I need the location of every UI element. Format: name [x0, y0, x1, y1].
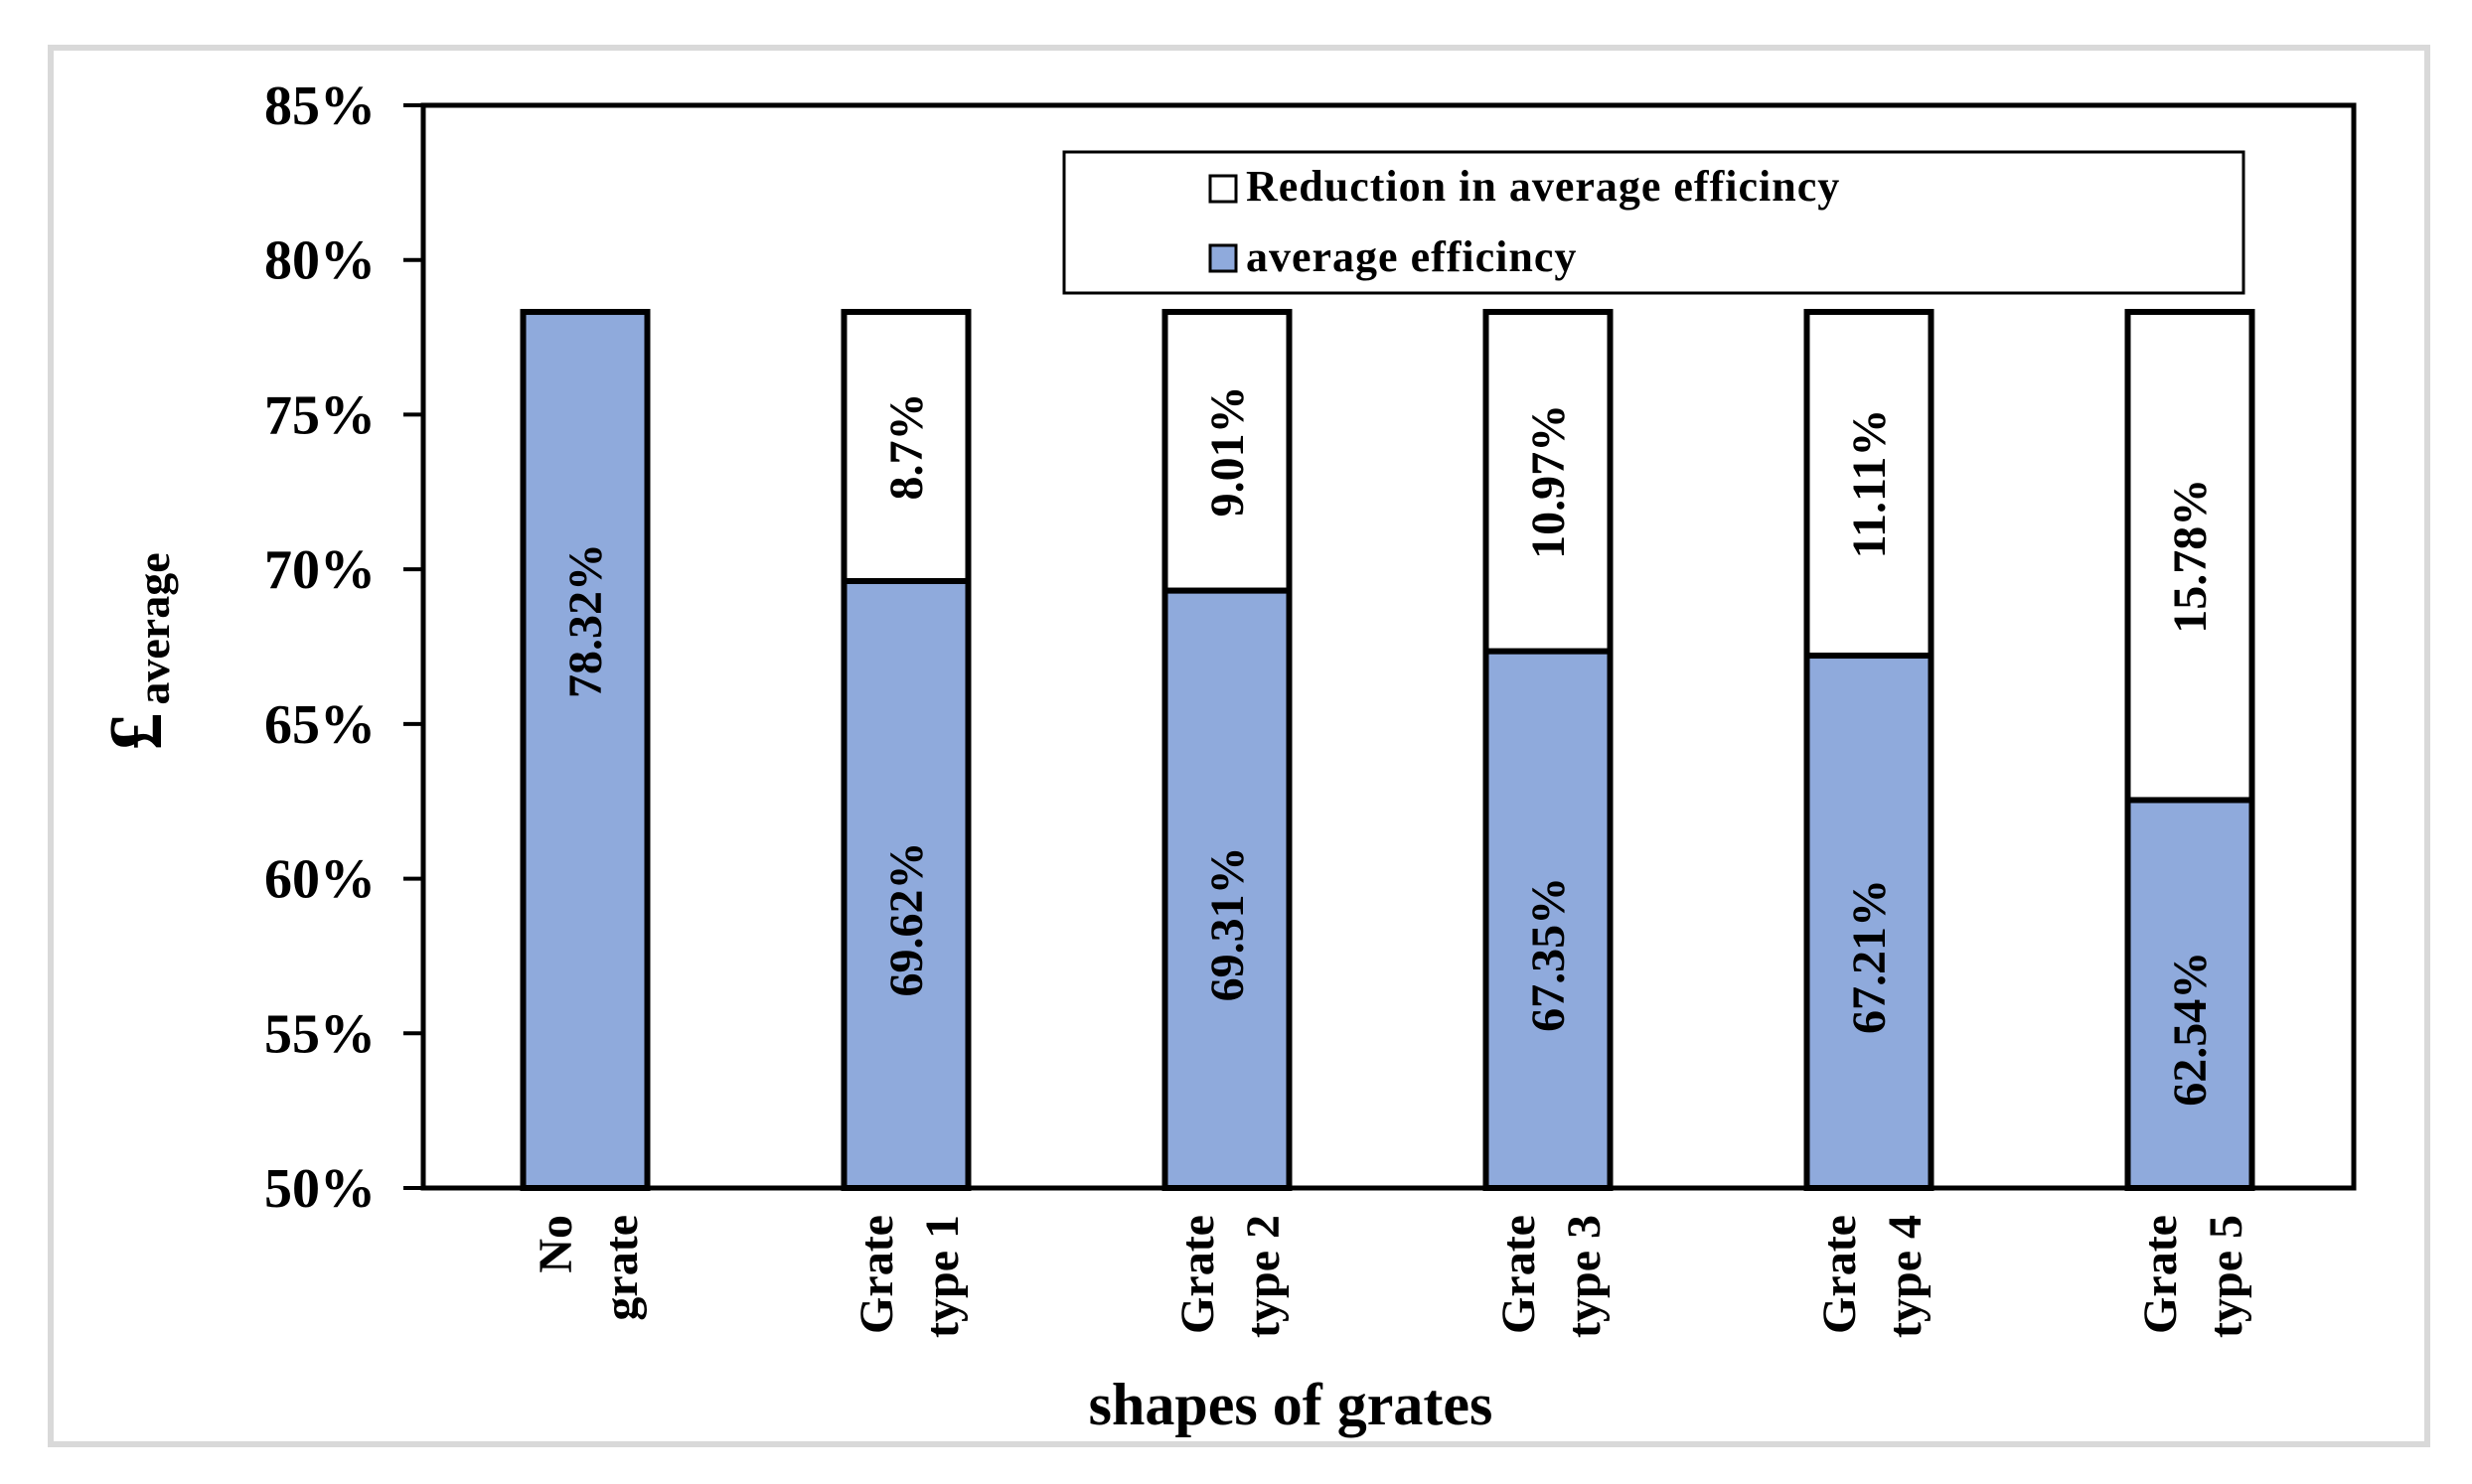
x-category-label: Grate	[1171, 1215, 1224, 1334]
y-tick-label: 75%	[264, 384, 376, 446]
x-category-label: type 4	[1879, 1215, 1931, 1338]
legend-label-average: average efficincy	[1246, 232, 1577, 281]
legend-box	[1062, 150, 2245, 295]
data-label-average: 67.35%	[1522, 877, 1575, 1032]
svg-text:£average: £ average	[94, 552, 179, 750]
chart-frame: 50% 55% 60% 65% 70% 75% 80% 85% 78.32% 69.62% 8.7…	[48, 45, 2430, 1447]
y-axis-symbol: £	[94, 713, 178, 751]
y-axis-ticks: 50% 55% 60% 65% 70% 75% 80% 85%	[264, 75, 423, 1220]
x-category-label: type 3	[1558, 1215, 1611, 1338]
bar-average-efficiency	[1803, 653, 1934, 1191]
x-category-label: type 1	[916, 1215, 969, 1338]
bar-average-efficiency	[1482, 648, 1614, 1191]
bar-reduction	[841, 309, 972, 584]
data-label-average: 62.54%	[2164, 952, 2217, 1107]
bar-average-efficiency	[1161, 587, 1293, 1191]
y-tick-label: 55%	[264, 1003, 376, 1065]
legend-swatch-reduction	[1208, 174, 1238, 204]
x-category-label: Grate	[1492, 1215, 1545, 1334]
data-label-average: 78.32%	[559, 543, 612, 698]
y-axis-title: £ average	[94, 552, 179, 750]
bar-reduction	[1803, 309, 1934, 660]
legend-label-reduction: Reduction in average efficincy	[1246, 162, 1840, 211]
bars	[520, 309, 2255, 1191]
data-label-reduction: 9.01%	[1201, 385, 1254, 517]
legend-swatch-average	[1208, 243, 1238, 273]
x-category-label: type 2	[1237, 1215, 1290, 1338]
x-category-label: No	[530, 1215, 582, 1273]
data-label-average: 67.21%	[1843, 879, 1896, 1034]
bar-average-efficiency	[520, 309, 651, 1191]
x-category-label: Grate	[2134, 1215, 2187, 1334]
x-axis-title: shapes of grates	[1089, 1372, 1493, 1437]
data-label-average: 69.62%	[880, 841, 933, 996]
x-category-label: type 5	[2200, 1215, 2252, 1338]
data-label-reduction: 8.7%	[880, 393, 933, 501]
y-tick-label: 85%	[264, 75, 376, 137]
bar-reduction	[1161, 309, 1293, 594]
x-category-label: grate	[595, 1215, 648, 1321]
y-tick-label: 60%	[264, 849, 376, 911]
y-tick-label: 50%	[264, 1158, 376, 1220]
x-category-label: Grate	[850, 1215, 903, 1334]
data-label-reduction: 11.11%	[1843, 409, 1896, 559]
plot-area-border	[420, 102, 2357, 1191]
y-tick-label: 70%	[264, 539, 376, 601]
bar-average-efficiency	[2124, 797, 2255, 1191]
y-tick-label: 80%	[264, 230, 376, 292]
x-category-label: Grate	[1813, 1215, 1866, 1334]
data-label-reduction: 10.97%	[1522, 404, 1575, 559]
y-axis-subscript: average	[128, 552, 179, 704]
legend: Reduction in average efficincy average e…	[1062, 150, 2245, 295]
y-tick-label: 65%	[264, 694, 376, 756]
x-axis-categories: No grate Grate type 1 Grate type 2 Grate type 3…	[530, 1215, 2252, 1338]
stacked-bar-chart: 50% 55% 60% 65% 70% 75% 80% 85% 78.32% 69.62% 8.7…	[94, 75, 2357, 1437]
data-label-average: 69.31%	[1201, 846, 1254, 1001]
data-labels: 78.32% 69.62% 8.7% 69.31% 9.01% 67.35% 10.97% 6…	[559, 385, 2217, 1106]
data-label-reduction: 15.78%	[2164, 479, 2217, 634]
